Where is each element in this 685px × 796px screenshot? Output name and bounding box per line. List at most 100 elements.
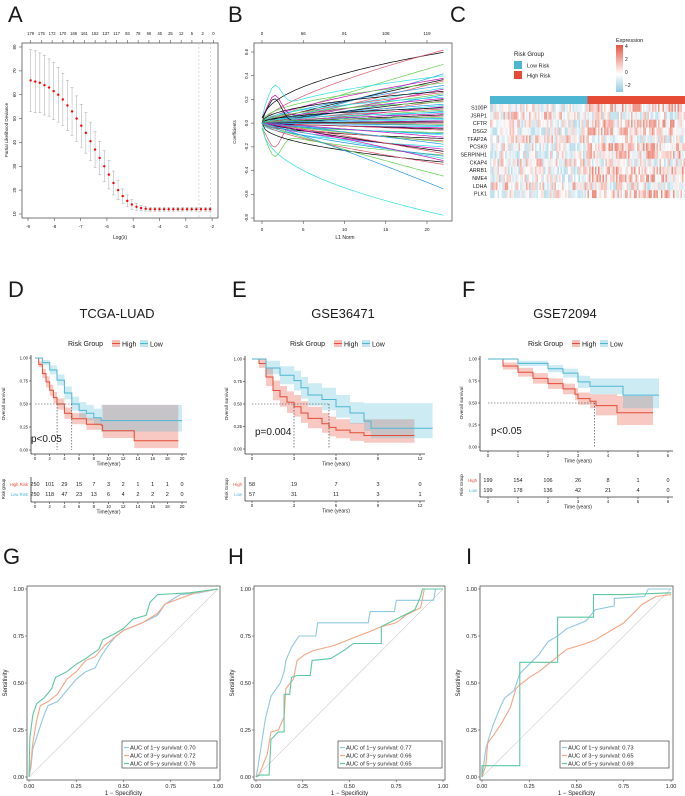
- heatmap-cell: [587, 174, 590, 183]
- heatmap-cell: [613, 135, 615, 144]
- heatmap-cell: [523, 119, 525, 128]
- heatmap-cell: [623, 127, 626, 136]
- heatmap-cell: [631, 135, 633, 144]
- heatmap-cell: [580, 151, 582, 159]
- heatmap-cell: [508, 190, 510, 199]
- heatmap-cell: [572, 119, 575, 128]
- heatmap-cell: [671, 151, 674, 159]
- heatmap-cell: [673, 151, 675, 159]
- heatmap-cell: [547, 135, 549, 144]
- heatmap-cell: [509, 104, 512, 112]
- coefficient-path: [261, 122, 444, 159]
- heatmap-cell: [592, 104, 594, 112]
- heatmap-cell: [589, 166, 591, 175]
- top-axis-label: 108: [382, 31, 390, 36]
- legend-title: Risk Group: [528, 341, 563, 348]
- heatmap-cell: [683, 104, 685, 112]
- heatmap-cell: [554, 182, 557, 191]
- heatmap-cell: [619, 190, 621, 199]
- risk-table-count: 1: [636, 478, 639, 484]
- heatmap-cell: [602, 127, 605, 136]
- heatmap-cell: [653, 135, 656, 144]
- heatmap-cell: [616, 104, 618, 112]
- heatmap-cell: [557, 104, 560, 112]
- heatmap-cell: [592, 151, 594, 159]
- heatmap-cell: [592, 143, 594, 152]
- heatmap-cell: [622, 166, 624, 175]
- heatmap-cell: [533, 174, 536, 183]
- heatmap-cell: [674, 158, 677, 167]
- heatmap-cell: [554, 190, 557, 199]
- heatmap-cell: [607, 174, 609, 183]
- heatmap-cell: [667, 104, 669, 112]
- heatmap-cell: [625, 143, 627, 152]
- heatmap-cell: [620, 151, 623, 159]
- heatmap-cell: [529, 190, 531, 199]
- heatmap-cell: [604, 119, 606, 128]
- heatmap-cell: [619, 143, 621, 152]
- coefficient-path: [261, 122, 444, 162]
- heatmap-cell: [581, 127, 584, 136]
- heatmap-cell: [673, 119, 675, 128]
- heatmap-cell: [661, 111, 663, 120]
- deviance-point: [116, 188, 120, 192]
- heatmap-cell: [607, 158, 609, 167]
- heatmap-cell: [596, 111, 599, 120]
- heatmap-cell: [547, 182, 549, 191]
- heatmap-cell: [670, 174, 672, 183]
- heatmap-cell: [626, 166, 629, 175]
- heatmap-cell: [514, 182, 516, 191]
- risk-table-count: 7: [334, 482, 337, 488]
- y-tick-label: 80: [12, 44, 17, 50]
- heatmap-cell: [650, 166, 653, 175]
- heatmap-cell: [623, 151, 626, 159]
- heatmap-cell: [644, 190, 647, 199]
- heatmap-cell: [671, 135, 674, 144]
- heatmap-cell: [575, 111, 578, 120]
- heatmap-cell: [662, 143, 665, 152]
- heatmap-cell: [529, 166, 531, 175]
- heatmap-cell: [526, 174, 528, 183]
- heatmap-cell: [580, 127, 582, 136]
- heatmap-cell: [673, 127, 675, 136]
- heatmap-cell: [578, 166, 581, 175]
- heatmap-cell: [544, 166, 546, 175]
- heatmap-cell: [497, 158, 500, 167]
- heatmap-cell: [646, 182, 648, 191]
- heatmap-cell: [509, 111, 512, 120]
- heatmap-cell: [616, 135, 618, 144]
- heatmap-cell: [496, 135, 498, 144]
- heatmap-cell: [491, 111, 494, 120]
- heatmap-cell: [623, 158, 626, 167]
- heatmap-cell: [664, 104, 666, 112]
- heatmap-cell: [665, 166, 668, 175]
- heatmap-cell: [598, 127, 600, 136]
- heatmap-cell: [643, 166, 645, 175]
- heatmap-cell: [550, 151, 552, 159]
- heatmap-cell: [665, 143, 668, 152]
- heatmap-cell: [551, 135, 554, 144]
- heatmap-cell: [641, 104, 644, 112]
- x-tick-label: -6: [105, 224, 109, 229]
- coefficient-path: [261, 118, 444, 124]
- heatmap-cell: [529, 135, 531, 144]
- heatmap-cell: [605, 166, 608, 175]
- heatmap-cell: [508, 135, 510, 144]
- heatmap-cell: [614, 190, 617, 199]
- heatmap-cell: [599, 151, 602, 159]
- heatmap-cell: [500, 119, 503, 128]
- heatmap-cell: [544, 190, 546, 199]
- heatmap-cell: [619, 127, 621, 136]
- heatmap-cell: [583, 151, 585, 159]
- heatmap-cell: [553, 151, 555, 159]
- y-tick-label: 1.00: [20, 356, 29, 361]
- heatmap-cell: [557, 151, 560, 159]
- y-tick-label: -0.8: [244, 214, 249, 222]
- heatmap-cell: [590, 166, 593, 175]
- deviance-point: [185, 208, 189, 211]
- risk-table-count: 11: [333, 492, 339, 498]
- heatmap-cell: [557, 119, 560, 128]
- heatmap-cell: [608, 127, 611, 136]
- heatmap-cell: [619, 111, 621, 120]
- heatmap-cell: [556, 151, 558, 159]
